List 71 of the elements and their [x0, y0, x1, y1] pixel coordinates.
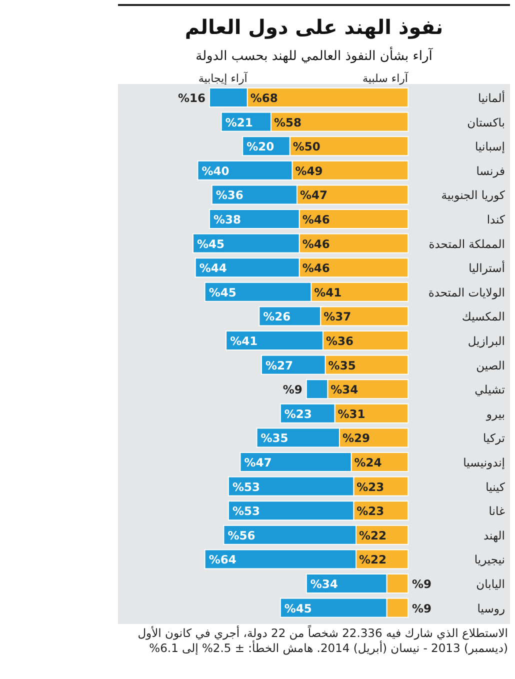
data-label: %46 [302, 261, 330, 276]
data-label: %34 [330, 382, 358, 397]
text: الاستطلاع الذي شارك فيه 22.336 شخصاً من 22 دولة، أجري في كانون الأول (ديسمبر) 2013 - نيسان (أبريل) 2014. هامش الخطأ: ± 2.5% إلى 6.1% [136, 626, 508, 656]
data-label: %40 [202, 164, 230, 178]
y-tick-label: تركيا [483, 431, 505, 446]
y-tick-label: ألمانيا [478, 90, 505, 105]
y-tick-label: فرنسا [476, 164, 505, 178]
data-label: %26 [263, 310, 291, 324]
data-label: %23 [284, 406, 312, 421]
y-tick-label: باكستان [467, 115, 505, 130]
y-tick-label: الصين [476, 358, 505, 372]
data-label: %53 [232, 480, 260, 494]
data-label: %23 [356, 480, 384, 494]
data-label: %38 [214, 212, 242, 226]
data-label: %22 [359, 552, 387, 567]
data-label: %9 [412, 577, 432, 591]
data-label: %9 [412, 601, 432, 616]
series-label: آراء إيجابية [198, 71, 248, 85]
data-label: %16 [178, 91, 206, 105]
data-label: %9 [282, 382, 302, 397]
data-label: %35 [260, 431, 288, 446]
y-tick-label: كندا [486, 212, 506, 226]
data-label: %68 [250, 91, 278, 105]
y-tick-label: بيرو [485, 406, 505, 421]
data-label: %36 [216, 188, 244, 202]
data-label: %35 [328, 358, 356, 372]
data-label: %53 [232, 504, 260, 518]
data-label: %22 [359, 528, 387, 542]
data-label: %47 [300, 188, 328, 202]
data-label: %36 [326, 334, 354, 348]
y-tick-label: أستراليا [468, 260, 505, 276]
chart-subtitle: آراء بشأن النفوذ العالمي للهند بحسب الدولة [196, 46, 434, 64]
data-label: %21 [225, 115, 253, 130]
y-tick-label: روسيا [477, 601, 505, 616]
y-tick-label: نيجيريا [474, 552, 505, 567]
data-label: %58 [274, 115, 302, 130]
data-label: %24 [354, 456, 382, 470]
y-tick-label: تشيلي [474, 382, 505, 397]
data-label: %49 [295, 164, 323, 178]
data-label: %41 [314, 285, 342, 300]
data-label: %45 [197, 236, 225, 251]
y-tick-label: إندونيسيا [463, 456, 505, 470]
data-label: %46 [302, 212, 330, 226]
data-label: %34 [310, 577, 338, 591]
data-label: %64 [208, 552, 236, 567]
y-tick-label: البرازيل [468, 334, 505, 348]
y-tick-label: المملكة المتحدة [428, 236, 505, 251]
data-label: %23 [356, 504, 384, 518]
chart-title: نفوذ الهند على دول العالم [184, 15, 444, 39]
data-label: %41 [230, 334, 258, 348]
data-label: %45 [284, 601, 312, 616]
y-tick-label: الهند [483, 528, 505, 542]
data-label: %50 [292, 140, 320, 154]
data-label: %20 [246, 140, 274, 154]
y-tick-label: كينيا [486, 480, 506, 494]
data-label: %27 [266, 358, 294, 372]
data-label: %47 [244, 456, 272, 470]
data-label: %44 [199, 261, 227, 276]
y-tick-label: المكسيك [462, 310, 505, 324]
data-label: %37 [324, 310, 352, 324]
y-tick-label: كوريا الجنوبية [441, 188, 506, 202]
data-label: %31 [338, 406, 366, 421]
data-label: %29 [342, 431, 370, 446]
y-tick-label: اليابان [476, 577, 505, 591]
series-label: آراء سلبية [362, 71, 409, 85]
y-tick-label: الولايات المتحدة [428, 285, 505, 300]
data-label: %56 [228, 528, 256, 542]
data-label: %46 [302, 236, 330, 251]
y-tick-label: غانا [488, 504, 505, 518]
data-label: %45 [208, 285, 236, 300]
y-tick-label: إسبانيا [475, 140, 505, 154]
